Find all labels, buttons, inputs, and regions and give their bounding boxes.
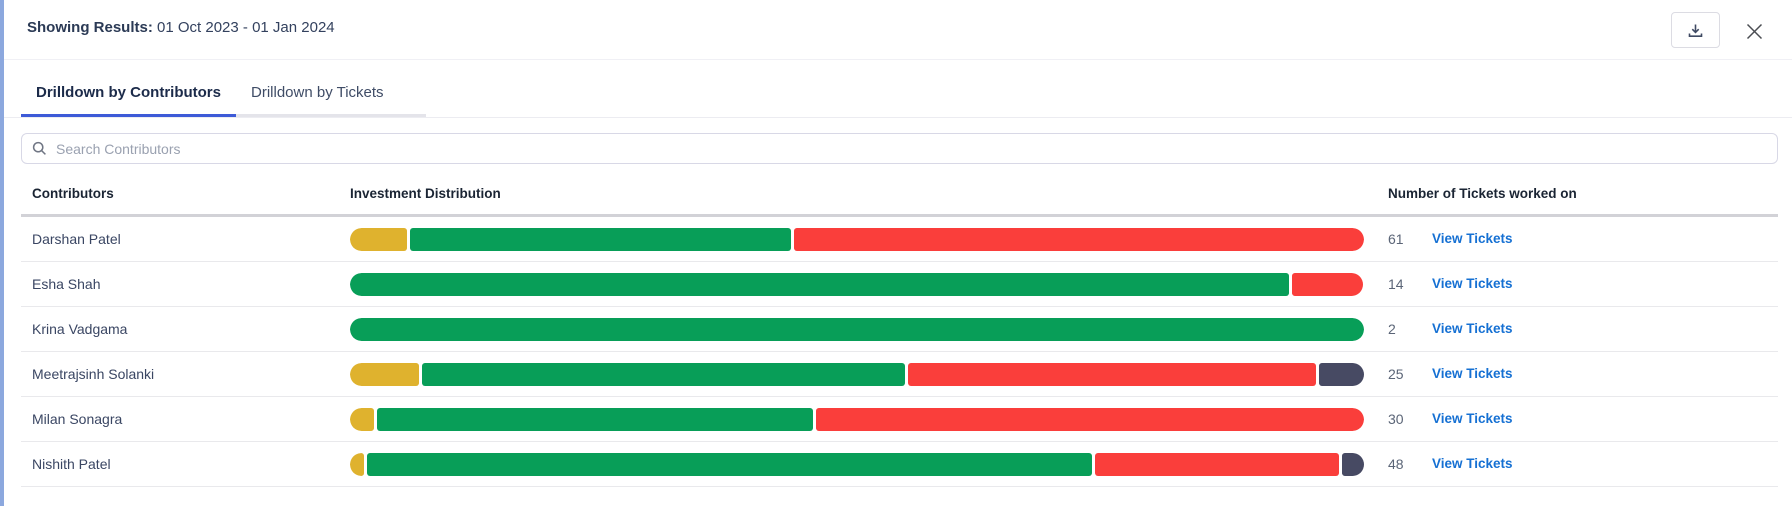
investment-distribution-bar (350, 317, 1364, 341)
investment-distribution-cell (350, 227, 1364, 251)
search-icon (32, 141, 47, 156)
view-tickets-link[interactable]: View Tickets (1432, 456, 1513, 471)
bar-segment-green (350, 272, 1289, 296)
bar-segment-yellow (350, 452, 365, 476)
header-actions (1671, 12, 1768, 48)
bar-segment-yellow (350, 362, 419, 386)
drilldown-panel: Showing Results: 01 Oct 2023 - 01 Jan 20… (4, 0, 1792, 487)
close-button[interactable] (1740, 18, 1768, 46)
bar-segment-green (377, 407, 814, 431)
view-tickets-cell: View Tickets (1411, 230, 1778, 248)
tickets-count: 61 (1388, 231, 1404, 247)
view-tickets-cell: View Tickets (1411, 410, 1778, 428)
table-row: Esha Shah 14 View Tickets (21, 262, 1778, 307)
panel-header: Showing Results: 01 Oct 2023 - 01 Jan 20… (4, 0, 1792, 60)
tickets-count: 14 (1388, 276, 1404, 292)
view-tickets-link[interactable]: View Tickets (1432, 411, 1513, 426)
bar-segment-red (907, 362, 1317, 386)
view-tickets-link[interactable]: View Tickets (1432, 276, 1513, 291)
investment-distribution-cell (350, 452, 1364, 476)
table-row: Darshan Patel 61 View Tickets (21, 217, 1778, 262)
contributor-name: Krina Vadgama (32, 321, 128, 337)
table-row: Meetrajsinh Solanki 25 View Tickets (21, 352, 1778, 397)
bar-segment-dark (1319, 362, 1364, 386)
tickets-count: 30 (1388, 411, 1404, 427)
table-body: Darshan Patel 61 View Tickets Esha Shah 14 Vi… (21, 217, 1778, 487)
showing-results-text: Showing Results: 01 Oct 2023 - 01 Jan 20… (27, 12, 335, 36)
bar-segment-red (794, 227, 1364, 251)
column-header-number-of-tickets: Number of Tickets worked on (1388, 186, 1577, 201)
view-tickets-cell: View Tickets (1411, 320, 1778, 338)
bar-segment-green (367, 452, 1093, 476)
investment-distribution-bar (350, 272, 1364, 296)
table-row: Milan Sonagra 30 View Tickets (21, 397, 1778, 442)
view-tickets-link[interactable]: View Tickets (1432, 366, 1513, 381)
search-area (4, 118, 1792, 164)
view-tickets-cell: View Tickets (1411, 275, 1778, 293)
bar-segment-yellow (350, 407, 375, 431)
download-button[interactable] (1671, 12, 1720, 48)
drilldown-tabbar: Drilldown by Contributors Drilldown by T… (4, 74, 1792, 118)
bar-segment-green (409, 227, 792, 251)
view-tickets-link[interactable]: View Tickets (1432, 321, 1513, 336)
view-tickets-link[interactable]: View Tickets (1432, 231, 1513, 246)
bar-segment-green (350, 317, 1364, 341)
showing-results-label: Showing Results: (27, 19, 153, 36)
tickets-count: 2 (1388, 321, 1396, 337)
bar-segment-green (421, 362, 905, 386)
contributor-name: Milan Sonagra (32, 411, 123, 427)
panel-left-accent-strip (0, 0, 4, 506)
investment-distribution-bar (350, 452, 1364, 476)
view-tickets-cell: View Tickets (1411, 365, 1778, 383)
bar-segment-yellow (350, 227, 407, 251)
tickets-count: 25 (1388, 366, 1404, 382)
search-box (21, 133, 1778, 164)
bar-segment-red (816, 407, 1364, 431)
contributors-table: Contributors Investment Distribution Num… (21, 164, 1778, 487)
table-header-row: Contributors Investment Distribution Num… (21, 164, 1778, 217)
bar-segment-red (1095, 452, 1339, 476)
investment-distribution-bar (350, 407, 1364, 431)
close-icon (1744, 21, 1765, 42)
bar-segment-dark (1341, 452, 1364, 476)
tab-drilldown-by-contributors[interactable]: Drilldown by Contributors (21, 74, 236, 117)
investment-distribution-bar (350, 227, 1364, 251)
download-icon (1687, 22, 1704, 39)
bar-segment-red (1291, 272, 1363, 296)
investment-distribution-bar (350, 362, 1364, 386)
search-contributors-input[interactable] (56, 140, 1767, 157)
contributor-name: Darshan Patel (32, 231, 121, 247)
view-tickets-cell: View Tickets (1411, 455, 1778, 473)
investment-distribution-cell (350, 317, 1364, 341)
contributor-name: Esha Shah (32, 276, 101, 292)
investment-distribution-cell (350, 407, 1364, 431)
table-row: Krina Vadgama 2 View Tickets (21, 307, 1778, 352)
contributor-name: Meetrajsinh Solanki (32, 366, 155, 382)
column-header-contributors: Contributors (32, 186, 114, 201)
showing-results-range: 01 Oct 2023 - 01 Jan 2024 (152, 19, 335, 36)
column-header-investment-distribution: Investment Distribution (350, 186, 501, 201)
tickets-count: 48 (1388, 456, 1404, 472)
table-row: Nishith Patel 48 View Tickets (21, 442, 1778, 487)
contributor-name: Nishith Patel (32, 456, 111, 472)
tab-drilldown-by-tickets[interactable]: Drilldown by Tickets (236, 74, 426, 117)
investment-distribution-cell (350, 362, 1364, 386)
investment-distribution-cell (350, 272, 1364, 296)
